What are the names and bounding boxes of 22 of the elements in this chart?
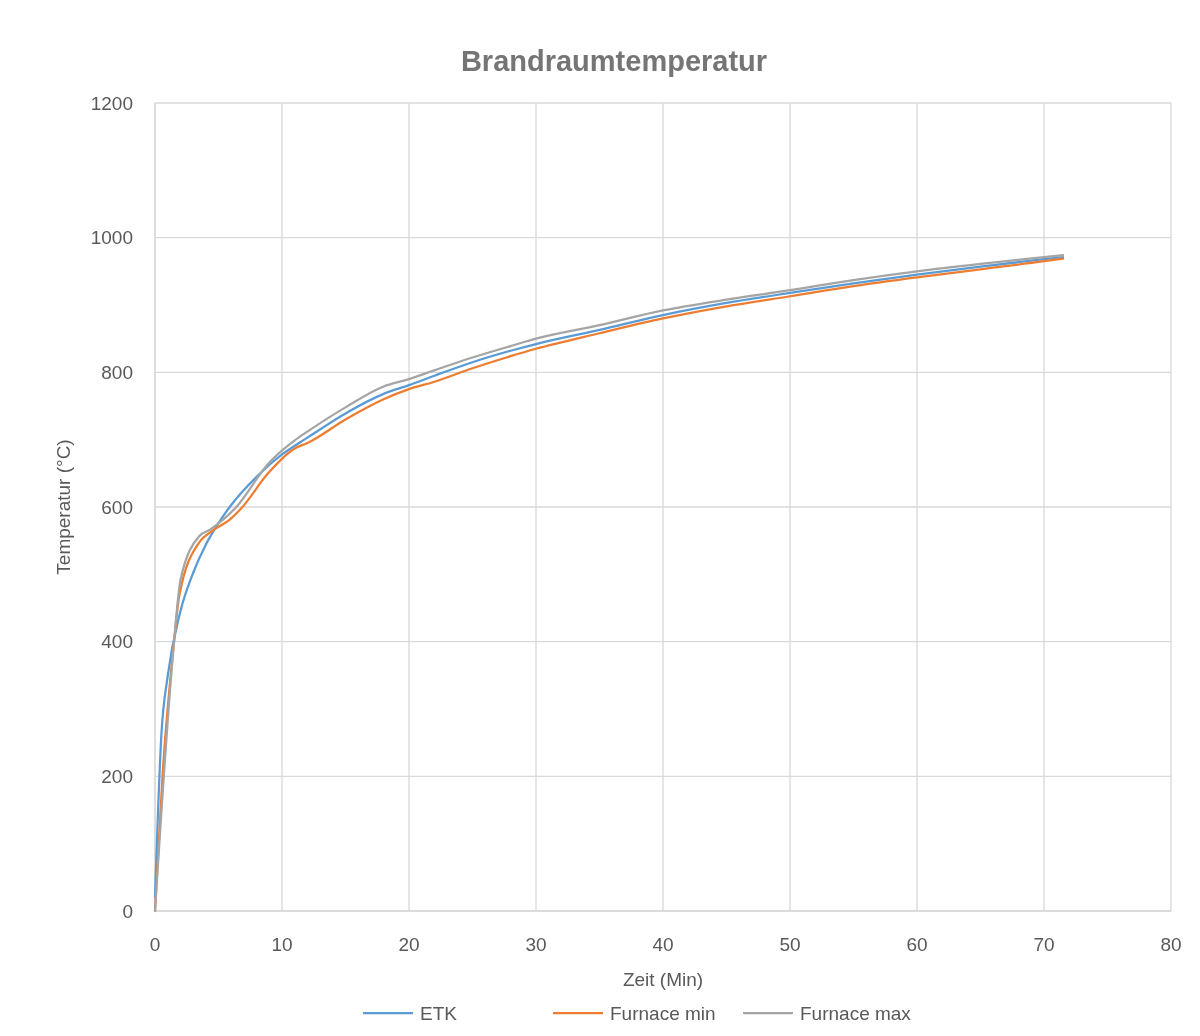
y-tick-label: 600 (101, 496, 133, 518)
y-tick-label: 400 (101, 631, 133, 653)
y-tick-label: 0 (122, 900, 133, 922)
x-tick-label: 10 (271, 934, 293, 955)
x-tick-label: 0 (149, 934, 161, 955)
x-tick-label: 50 (779, 934, 801, 955)
x-tick-label: 40 (652, 934, 674, 955)
x-tick-label: 60 (906, 934, 928, 955)
x-tick-label: 20 (398, 934, 420, 955)
chart-title: Brandraumtemperatur (460, 45, 768, 77)
x-tick-label: 70 (1033, 934, 1055, 955)
x-tick-label: 30 (525, 934, 547, 955)
y-tick-label: 800 (101, 361, 133, 383)
legend-label: ETK (420, 1002, 458, 1024)
x-tick-label: 80 (1160, 934, 1182, 955)
y-tick-label: 1000 (90, 227, 133, 249)
y-axis-title: Temperatur (°C) (53, 439, 74, 575)
y-tick-label: 200 (101, 765, 133, 787)
y-tick-label: 1200 (90, 92, 133, 114)
legend-label: Furnace max (800, 1002, 912, 1024)
x-axis-title: Zeit (Min) (622, 969, 704, 990)
legend-label: Furnace min (610, 1002, 716, 1024)
